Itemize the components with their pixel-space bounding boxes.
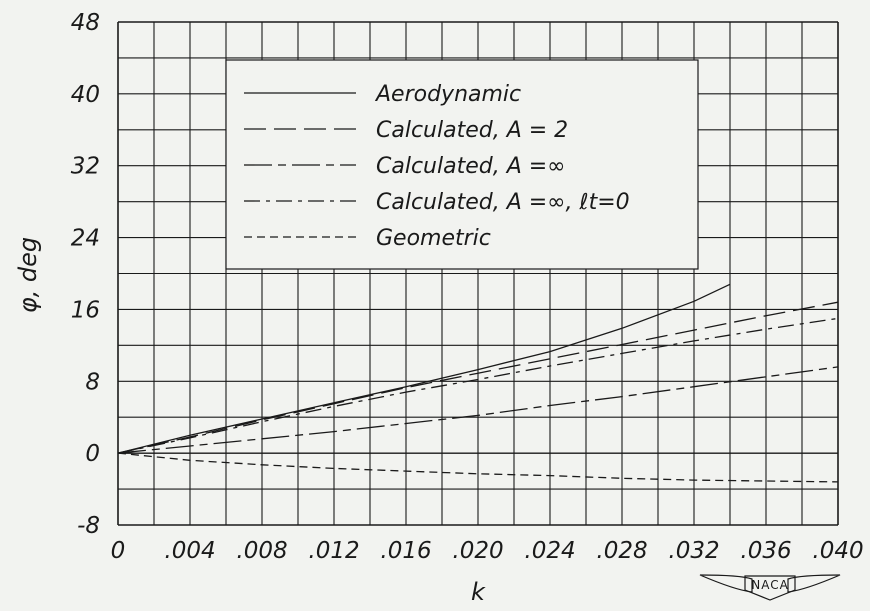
tick-labels: -8 0 8 16 24 32 40 48 0 .004 .008 .012 .016 .020 .024.… (71, 10, 864, 564)
x-tick-label: .036 (740, 538, 791, 564)
x-tick-label: .004 (164, 538, 215, 564)
y-tick-label: 48 (71, 10, 100, 36)
y-tick-label: -8 (77, 513, 100, 539)
series-lines (117, 283, 839, 483)
series-line (117, 452, 839, 483)
y-tick-label: 8 (85, 369, 100, 395)
x-tick-label: .012 (308, 538, 359, 564)
naca-badge (744, 575, 796, 601)
legend: Aerodynamic Calculated, A = 2 Calculated, … (225, 59, 699, 270)
x-tick-label: .008 (236, 538, 287, 564)
series-line (117, 317, 839, 454)
naca-logo-text: NACA (751, 578, 789, 592)
series-line (117, 301, 839, 454)
legend-label: Calculated, A = 2 (376, 118, 568, 143)
x-tick-label: .024 (524, 538, 575, 564)
x-tick-label: .032 (668, 538, 719, 564)
naca-wings-icon (699, 574, 841, 593)
naca-logo: NACA (699, 574, 841, 601)
legend-label: Aerodynamic (374, 82, 521, 107)
x-tick-label: .016 (380, 538, 431, 564)
legend-label: Calculated, A =∞, ℓt=0 (376, 190, 630, 215)
x-tick-label: .040 (812, 538, 863, 564)
x-tick-label: 0 (111, 538, 126, 564)
y-tick-label: 32 (71, 154, 100, 180)
y-tick-label: 40 (71, 82, 100, 108)
legend-label: Geometric (376, 226, 491, 251)
y-tick-label: 16 (71, 297, 100, 323)
x-tick-label: .028 (596, 538, 647, 564)
legend-label: Calculated, A =∞ (376, 154, 566, 179)
x-axis-label: k (471, 578, 486, 606)
series-line (117, 283, 731, 454)
series-line (117, 366, 839, 454)
y-axis-label: φ, deg (14, 237, 42, 313)
x-tick-label: .020 (452, 538, 503, 564)
y-tick-label: 24 (71, 226, 100, 252)
y-tick-label: 0 (85, 441, 100, 467)
